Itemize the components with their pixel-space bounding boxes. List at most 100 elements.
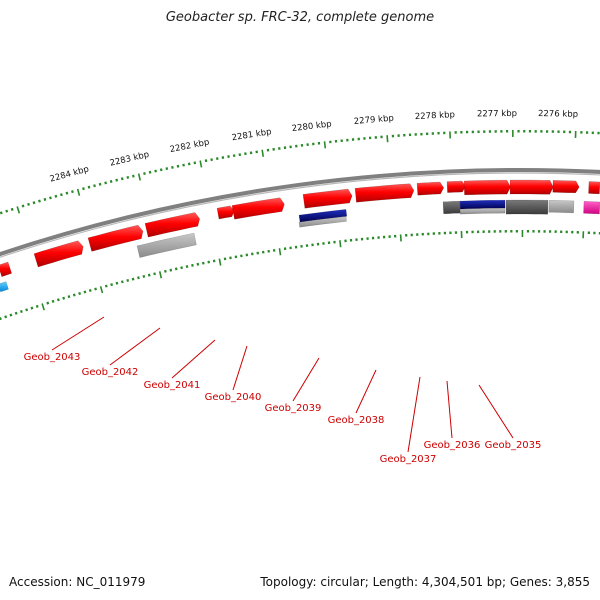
outer-major-tick <box>261 149 265 157</box>
inner-minor-tick <box>67 295 71 299</box>
inner-minor-tick <box>4 315 8 319</box>
inner-minor-tick <box>0 317 2 321</box>
outer-minor-tick <box>54 194 58 198</box>
gene-feature <box>302 188 353 209</box>
outer-minor-tick <box>148 170 152 174</box>
outer-minor-tick <box>104 181 107 185</box>
gene-feature <box>144 212 200 238</box>
inner-minor-tick <box>14 311 18 315</box>
callout-line <box>232 345 248 391</box>
outer-scale-ticks <box>0 129 600 215</box>
accession-text: Accession: NC_011979 <box>9 575 146 589</box>
inner-major-tick <box>399 234 402 242</box>
outer-minor-tick <box>38 199 41 203</box>
inner-minor-tick <box>174 267 178 271</box>
inner-minor-tick <box>196 262 200 266</box>
gene-label: Geob_2042 <box>82 367 139 378</box>
outer-minor-tick <box>120 177 124 181</box>
outer-minor-tick <box>143 172 146 175</box>
outer-minor-tick <box>98 182 102 186</box>
inner-minor-tick <box>25 308 29 312</box>
gene-label: Geob_2039 <box>265 403 322 414</box>
inner-minor-tick <box>88 288 92 292</box>
inner-minor-tick <box>94 287 97 291</box>
gene-feature <box>463 179 511 196</box>
inner-minor-tick <box>120 280 124 284</box>
inner-minor-tick <box>142 274 146 278</box>
gene-features <box>0 179 600 293</box>
figure-title: Geobacter sp. FRC-32, complete genome <box>165 10 435 25</box>
outer-minor-tick <box>10 207 14 211</box>
inner-minor-tick <box>46 301 50 305</box>
gene-label: Geob_2041 <box>144 380 201 391</box>
outer-minor-tick <box>159 168 163 172</box>
outer-minor-tick <box>109 180 113 183</box>
genome-backbone <box>0 168 600 258</box>
inner-minor-tick <box>19 309 23 314</box>
outer-minor-tick <box>115 178 119 182</box>
inner-major-tick <box>158 271 163 279</box>
scale-label: 2277 kbp <box>477 109 517 120</box>
outer-minor-tick <box>93 184 96 188</box>
gene-label: Geob_2038 <box>328 415 385 426</box>
inner-minor-tick <box>115 281 119 285</box>
inner-minor-tick <box>153 272 156 276</box>
inner-major-tick <box>218 258 222 266</box>
gene-feature <box>87 224 144 252</box>
inner-major-tick <box>99 286 104 294</box>
gray-feature <box>459 207 506 215</box>
scale-label: 2276 kbp <box>538 109 578 120</box>
callout-line <box>446 380 453 439</box>
gene-feature <box>33 240 84 268</box>
outer-minor-tick <box>171 165 174 169</box>
inner-minor-tick <box>191 263 194 267</box>
gene-feature <box>446 180 466 193</box>
callout-line <box>407 376 421 453</box>
outer-minor-tick <box>21 204 25 208</box>
inner-minor-tick <box>35 304 39 308</box>
outer-minor-tick <box>43 197 47 201</box>
inner-minor-tick <box>56 298 60 302</box>
gene-callouts: Geob_2043Geob_2042Geob_2041Geob_2040Geob… <box>24 316 541 465</box>
inner-minor-tick <box>180 266 183 270</box>
dark-feature <box>442 200 461 215</box>
backbone-highlight <box>0 172 600 258</box>
magenta-feature <box>583 201 600 215</box>
gene-feature <box>588 181 600 195</box>
inner-minor-tick <box>78 292 82 296</box>
outer-minor-tick <box>82 187 85 191</box>
outer-minor-tick <box>87 185 91 189</box>
inner-minor-tick <box>147 273 151 277</box>
outer-minor-tick <box>49 196 52 200</box>
outer-major-tick <box>137 173 142 181</box>
inner-minor-tick <box>164 269 167 273</box>
gene-label: Geob_2037 <box>380 454 437 465</box>
outer-major-tick <box>76 188 81 196</box>
outer-major-tick <box>323 141 327 149</box>
outer-major-tick <box>199 160 203 168</box>
inner-minor-tick <box>104 284 108 288</box>
gene-label: Geob_2040 <box>205 392 262 403</box>
callout-line <box>171 339 216 379</box>
scale-label: 2283 kbp <box>109 150 150 169</box>
callout-line <box>51 316 105 351</box>
outer-minor-tick <box>126 175 130 179</box>
gray-feature <box>548 200 575 214</box>
inner-minor-tick <box>51 299 55 303</box>
outer-major-tick <box>16 206 21 214</box>
outer-minor-tick <box>165 167 169 171</box>
inner-minor-tick <box>30 306 34 310</box>
gray-feature <box>136 232 197 258</box>
outer-minor-tick <box>65 191 69 195</box>
gene-feature <box>216 205 235 220</box>
scale-label: 2280 kbp <box>291 119 332 134</box>
inner-minor-tick <box>137 276 140 280</box>
outer-minor-tick <box>32 201 36 205</box>
gene-feature <box>354 183 415 203</box>
gene-label: Geob_2043 <box>24 352 81 363</box>
gene-feature <box>416 181 444 196</box>
scale-label: 2282 kbp <box>169 138 210 156</box>
gray-feature <box>298 216 347 228</box>
outer-minor-tick <box>176 164 180 168</box>
